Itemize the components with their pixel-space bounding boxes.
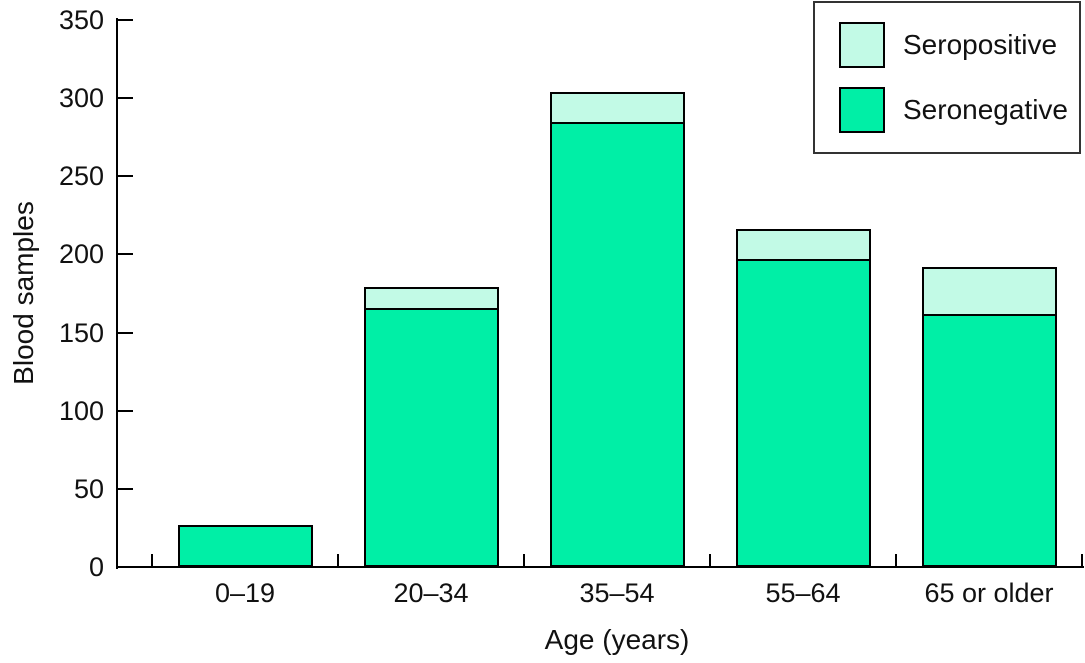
legend-label-seronegative: Seronegative [903, 94, 1069, 125]
y-tick-mark [117, 175, 133, 177]
bar-3-seronegative [736, 259, 871, 567]
legend-item-seronegative: Seronegative [839, 87, 1079, 133]
bar-0-seronegative [178, 525, 313, 567]
y-tick-label: 250 [58, 161, 104, 191]
x-tick-label: 65 or older [924, 578, 1054, 608]
y-tick-label: 300 [58, 83, 104, 113]
x-tick-mark [1081, 554, 1083, 567]
bar-1-seronegative [364, 308, 499, 567]
y-tick-label: 100 [58, 396, 104, 426]
y-tick-mark [117, 19, 133, 21]
legend-label-seropositive: Seropositive [903, 29, 1058, 60]
y-tick-label: 200 [58, 239, 104, 269]
legend-swatch-seropositive-icon [839, 22, 885, 68]
y-tick-label: 0 [88, 552, 104, 582]
y-tick-mark [117, 253, 133, 255]
x-tick-mark [337, 554, 339, 567]
legend: Seropositive Seronegative [813, 1, 1081, 154]
bar-4-seronegative [922, 314, 1057, 567]
x-axis-title: Age (years) [544, 624, 690, 655]
x-tick-label: 55–64 [765, 578, 841, 608]
bar-4-seropositive [922, 267, 1057, 316]
x-tick-mark [709, 554, 711, 567]
bar-1-seropositive [364, 287, 499, 310]
y-tick-mark [117, 97, 133, 99]
y-tick-mark [117, 410, 133, 412]
x-axis-line [116, 566, 1084, 568]
x-tick-label: 20–34 [393, 578, 469, 608]
bar-2-seropositive [550, 92, 685, 124]
y-tick-label: 150 [58, 318, 104, 348]
bar-2-seronegative [550, 122, 685, 567]
x-tick-mark [151, 554, 153, 567]
y-tick-label: 350 [58, 5, 104, 35]
y-tick-label: 50 [73, 474, 104, 504]
legend-item-seropositive: Seropositive [839, 22, 1079, 68]
x-tick-label: 0–19 [214, 578, 276, 608]
legend-swatch-seronegative-icon [839, 87, 885, 133]
x-tick-mark [895, 554, 897, 567]
x-tick-label: 35–54 [579, 578, 655, 608]
y-tick-mark [117, 332, 133, 334]
y-tick-mark [117, 488, 133, 490]
y-axis-line [116, 18, 118, 569]
x-tick-mark [523, 554, 525, 567]
bar-3-seropositive [736, 229, 871, 261]
y-tick-mark [117, 566, 133, 568]
y-axis-title: Blood samples [8, 201, 39, 385]
